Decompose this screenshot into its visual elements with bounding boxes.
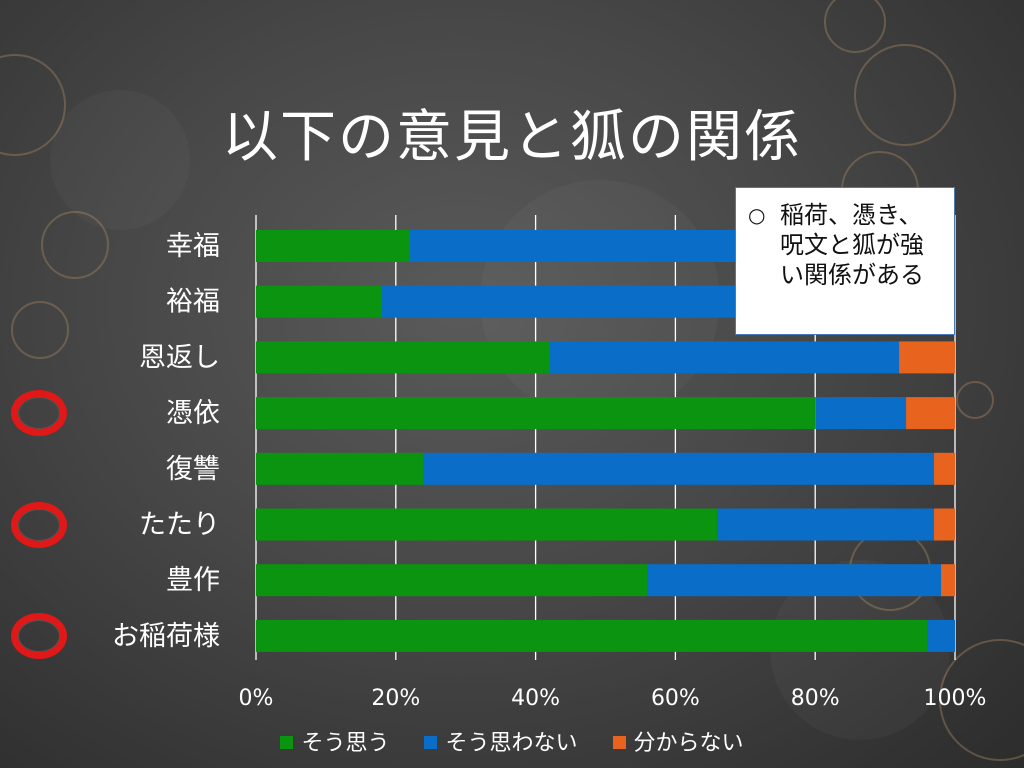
category-label: 裕福 (166, 287, 220, 318)
bar-unknown (899, 341, 955, 374)
legend-label-agree: そう思う (301, 731, 390, 756)
bar-disagree (423, 452, 935, 485)
bar-disagree (647, 564, 942, 597)
legend-item-agree: そう思う (280, 725, 389, 757)
bar-unknown (934, 508, 955, 541)
bar-unknown (934, 452, 955, 485)
category-label: 豊作 (166, 565, 220, 596)
x-tick-label: 0% (239, 686, 274, 711)
legend-item-unknown: 分からない (612, 725, 744, 757)
note-bullet: ○ (748, 203, 766, 227)
note-box: ○ 稲荷、憑き、呪文と狐が強い関係がある (735, 187, 955, 335)
bar-disagree (815, 397, 907, 430)
category-label: お稲荷様 (112, 621, 220, 652)
category-label: 恩返し (139, 342, 220, 373)
bar-agree (256, 564, 648, 597)
bar-agree (256, 619, 928, 652)
legend-label-unknown: 分からない (633, 731, 744, 756)
bars (256, 230, 955, 652)
bar-disagree (549, 341, 900, 374)
bar-unknown (941, 564, 955, 597)
bar-disagree (927, 619, 955, 652)
legend-label-disagree: そう思わない (445, 731, 578, 756)
x-tick-labels: 0% 20% 40% 60% 80% 100% (239, 686, 987, 711)
bar-agree (256, 508, 718, 541)
x-tick-label: 100% (924, 686, 987, 711)
x-tick-label: 20% (371, 686, 420, 711)
bar-disagree (717, 508, 935, 541)
note-text: 稲荷、憑き、呪文と狐が強い関係がある (780, 201, 924, 289)
x-tick-label: 40% (511, 686, 560, 711)
category-label: たたり (139, 510, 220, 541)
category-label: 憑依 (166, 398, 220, 429)
x-tick-label: 60% (651, 686, 700, 711)
bar-agree (256, 397, 816, 430)
x-tick-label: 80% (791, 686, 840, 711)
legend-swatch-unknown (612, 736, 626, 749)
bar-agree (256, 230, 410, 262)
legend-swatch-disagree (424, 736, 438, 749)
slide-title: 以下の意見と狐の関係 (222, 105, 802, 170)
red-ring-icon (11, 612, 67, 659)
category-label: 幸福 (166, 231, 220, 262)
legend-swatch-agree (280, 736, 294, 749)
legend: そう思う そう思わない 分からない (0, 725, 1024, 757)
category-label: 復讐 (166, 454, 220, 485)
red-ring-icon (11, 501, 67, 548)
bar-agree (256, 341, 550, 374)
legend-item-disagree: そう思わない (424, 725, 578, 757)
bar-agree (256, 285, 382, 318)
bar-agree (256, 452, 424, 485)
bar-unknown (906, 397, 955, 430)
red-ring-icon (11, 390, 67, 437)
